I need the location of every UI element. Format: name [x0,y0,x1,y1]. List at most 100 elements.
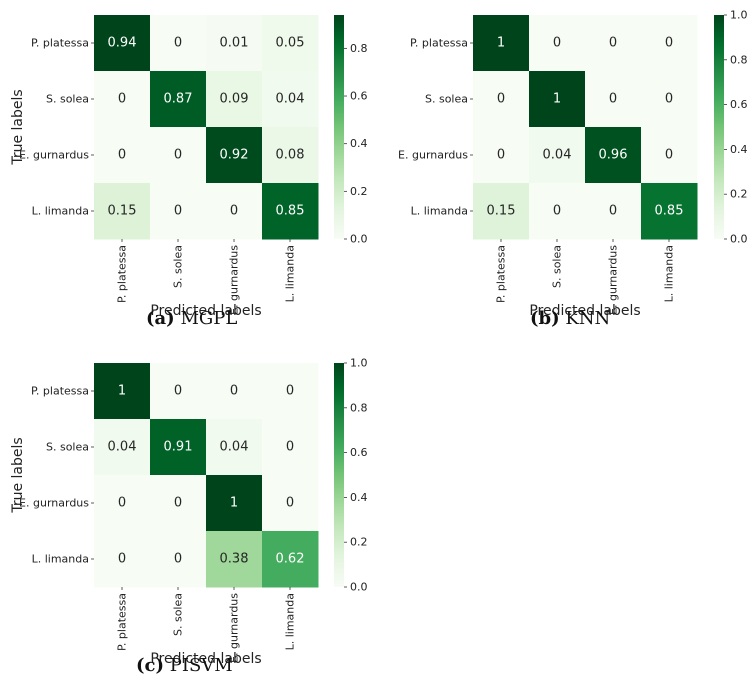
cell-value-label: 0 [665,36,673,51]
heatmap-cell-r2-c3 [641,127,698,184]
colorbar-tick-label: 1.0 [350,357,368,370]
y-tick-label-p-platessa: P. platessa [31,385,89,398]
cell-value-label: 0 [553,36,561,51]
confusion-matrix-knn: 1 0 0 0 0 1 0 0 0 0.04 0.96 0 0.15 0 0 0.85 P. platessa S… [380,0,753,340]
cell-value-label: 0 [553,204,561,219]
caption-letter: (c) [136,655,164,676]
heatmap-cell-r1-c3 [262,71,319,128]
x-tick-label-l-limanda: L. limanda [284,593,297,650]
heatmap-cell-r0-c1 [150,15,207,72]
heatmap-cell-r2-c1 [150,127,207,184]
x-tick-label-l-limanda: L. limanda [284,245,297,302]
y-tick-label-l-limanda: L. limanda [32,553,89,566]
heatmap-cell-r3-c2 [206,531,263,588]
heatmap-cell-r2-c1 [150,475,207,532]
colorbar [714,15,724,239]
colorbar-tick-label: 1.0 [730,9,748,22]
cell-value-label: 0 [118,496,126,511]
cell-value-label: 0.96 [599,148,628,163]
cell-value-label: 0.94 [108,36,137,51]
y-tick-label-s-solea: S. solea [425,93,468,106]
heatmap-cell-r2-c2 [206,475,263,532]
x-tick-label-s-solea: S. solea [172,245,185,288]
y-tick-label-e-gurnardus: E. gurnardus [398,149,468,162]
heatmap-cell-r0-c3 [262,363,319,420]
colorbar-tick-label: 0.6 [350,90,368,103]
cell-value-label: 0 [665,148,673,163]
heatmap-cell-r0-c0 [94,15,151,72]
heatmap-cell-r2-c2 [206,127,263,184]
heatmap-cell-r0-c1 [529,15,586,72]
heatmap-cell-r3-c1 [150,531,207,588]
heatmap-cell-r0-c2 [206,15,263,72]
x-tick-label-l-limanda: L. limanda [663,245,676,302]
cell-value-label: 0.85 [276,204,305,219]
cell-value-label: 0.04 [220,440,249,455]
heatmap-cell-r2-c2 [585,127,642,184]
confusion-matrix-mgpl: 0.94 0 0.01 0.05 0 0.87 0.09 0.04 0 0 0.92 0.08 0.15… [0,0,376,340]
colorbar-tick-label: 0.0 [350,233,368,246]
y-axis-title: True labels [10,437,26,513]
cell-value-label: 0 [174,36,182,51]
cell-value-label: 0.85 [655,204,684,219]
y-tick-label-e-gurnardus: E. gurnardus [19,497,89,510]
cell-value-label: 0.15 [108,204,137,219]
cell-value-label: 0.91 [164,440,193,455]
x-tick-label-p-platessa: P. platessa [116,245,129,303]
heatmap-cell-r3-c3 [641,183,698,240]
caption-text: PISVM [169,655,233,676]
y-tick-label-l-limanda: L. limanda [411,205,468,218]
cell-value-label: 0 [174,384,182,399]
x-axis-title: Predicted labels [150,651,261,667]
heatmap-cell-r0-c2 [585,15,642,72]
caption-text: KNN [565,308,611,329]
cell-value-label: 0 [118,92,126,107]
colorbar [334,363,344,587]
caption-text: MGPL [180,308,238,329]
heatmap-cell-r3-c0 [473,183,530,240]
cell-value-label: 0.15 [487,204,516,219]
cell-value-label: 0 [230,384,238,399]
x-tick-label-s-solea: S. solea [172,593,185,636]
cell-value-label: 0.87 [164,92,193,107]
colorbar-tick-label: 0.2 [350,536,368,549]
cell-value-label: 0.08 [276,148,305,163]
x-tick-label-e-gurnardus: E. gurnardus [607,245,620,315]
cell-value-label: 0 [174,148,182,163]
cell-value-label: 0 [118,148,126,163]
y-tick-label-l-limanda: L. limanda [32,205,89,218]
colorbar-tick-label: 0.4 [730,143,748,156]
colorbar-tick-label: 0.8 [730,53,748,66]
heatmap-cell-r0-c0 [94,363,151,420]
colorbar-tick-label: 0.8 [350,42,368,55]
colorbar-tick-label: 0.4 [350,491,368,504]
heatmap-cell-r0-c3 [262,15,319,72]
confusion-matrix-pisvm: 1 0 0 0 0.04 0.91 0.04 0 0 0 1 0 0 0 0.38 0.62 P. plates… [0,348,376,683]
y-tick-label-p-platessa: P. platessa [31,37,89,50]
y-axis-title: True labels [10,89,26,165]
cell-value-label: 0.05 [276,36,305,51]
heatmap-knn: 1 0 0 0 0 1 0 0 0 0.04 0.96 0 0.15 0 0 0.85 P. platessa S… [398,9,748,320]
heatmap-cell-r3-c3 [262,183,319,240]
heatmap-cell-r3-c2 [206,183,263,240]
heatmap-cell-r2-c0 [94,475,151,532]
colorbar-tick-label: 0.6 [350,446,368,459]
colorbar-tick-label: 0.6 [730,98,748,111]
heatmap-cell-r1-c1 [529,71,586,128]
heatmap-cell-r0-c0 [473,15,530,72]
heatmap-cell-r2-c3 [262,127,319,184]
colorbar [334,15,344,239]
y-tick-label-s-solea: S. solea [46,93,89,106]
x-tick-label-p-platessa: P. platessa [116,593,129,651]
heatmap-cell-r0-c1 [150,363,207,420]
heatmap-cell-r3-c0 [94,531,151,588]
heatmap-cell-r2-c1 [529,127,586,184]
heatmap-cell-r1-c1 [150,71,207,128]
x-axis-title: Predicted labels [529,303,640,319]
cell-value-label: 1 [553,92,561,107]
caption-letter: (a) [146,308,175,329]
cell-value-label: 0 [609,92,617,107]
cell-value-label: 0.04 [108,440,137,455]
cell-value-label: 0.92 [220,148,249,163]
heatmap-cell-r2-c0 [473,127,530,184]
